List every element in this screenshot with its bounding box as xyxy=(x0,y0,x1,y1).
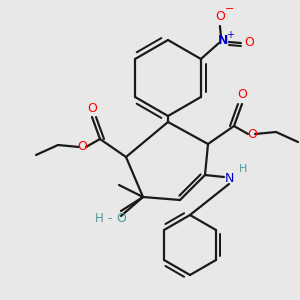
Text: H: H xyxy=(239,164,247,174)
Text: N: N xyxy=(224,172,234,185)
Text: O: O xyxy=(244,37,254,50)
Text: O: O xyxy=(215,10,225,22)
Text: O: O xyxy=(247,128,257,140)
Text: O: O xyxy=(237,88,247,101)
Text: O: O xyxy=(116,212,126,226)
Text: H: H xyxy=(94,212,103,226)
Text: N: N xyxy=(218,34,228,47)
Text: -: - xyxy=(108,212,112,226)
Text: −: − xyxy=(225,4,235,14)
Text: O: O xyxy=(77,140,87,154)
Text: +: + xyxy=(226,30,234,40)
Text: O: O xyxy=(87,101,97,115)
